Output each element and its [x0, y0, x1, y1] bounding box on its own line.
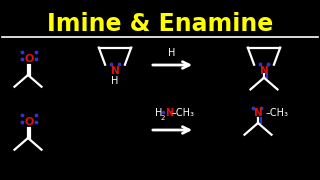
Text: N: N: [260, 66, 268, 76]
Text: N: N: [165, 108, 173, 118]
Text: –CH₃: –CH₃: [172, 108, 195, 118]
Text: –CH₃: –CH₃: [266, 108, 289, 118]
Text: H: H: [155, 108, 162, 118]
Text: O: O: [24, 54, 34, 64]
Text: 2: 2: [161, 115, 165, 121]
Text: H: H: [111, 76, 119, 86]
Text: H: H: [168, 48, 176, 58]
Text: O: O: [24, 117, 34, 127]
Text: N: N: [254, 108, 262, 118]
Text: N: N: [111, 66, 119, 76]
Text: Imine & Enamine: Imine & Enamine: [47, 12, 273, 36]
